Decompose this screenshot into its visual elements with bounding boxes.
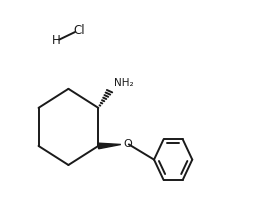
Text: H: H [52, 34, 61, 48]
Text: O: O [123, 139, 132, 149]
Text: NH₂: NH₂ [114, 78, 134, 88]
Polygon shape [98, 143, 121, 149]
Text: Cl: Cl [73, 24, 85, 37]
